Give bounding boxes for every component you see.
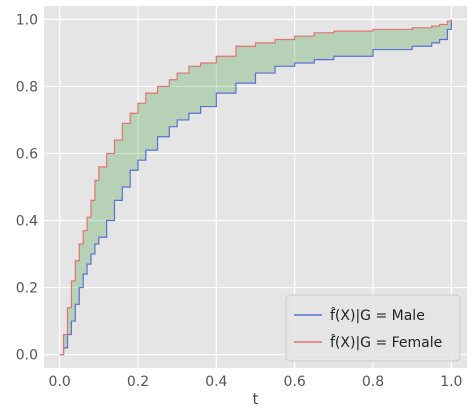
x-tick-label: 1.0 xyxy=(440,374,462,390)
x-tick-label: 0.6 xyxy=(284,374,306,390)
y-tick-label: 0.8 xyxy=(16,79,38,95)
x-tick-label: 0.0 xyxy=(49,374,71,390)
x-axis-label: t xyxy=(253,390,259,408)
series-line-male xyxy=(59,19,452,356)
legend: f̂(X)|G = Male f̂(X)|G = Female xyxy=(285,294,461,362)
y-tick-label: 0.4 xyxy=(16,214,38,230)
y-tick-label: 0.0 xyxy=(16,348,38,364)
series-line-female xyxy=(59,19,452,356)
y-tick-labels: 0.0 0.2 0.4 0.6 0.8 1.0 xyxy=(16,12,38,363)
x-tick-label: 0.4 xyxy=(205,374,227,390)
y-tick-label: 0.2 xyxy=(16,281,38,297)
series-lines xyxy=(59,19,452,356)
legend-label-male: f̂(X)|G = Male xyxy=(330,307,425,324)
x-tick-labels: 0.0 0.2 0.4 0.6 0.8 1.0 xyxy=(49,374,463,390)
y-tick-label: 0.6 xyxy=(16,146,38,162)
legend-box xyxy=(285,294,461,362)
y-tick-label: 1.0 xyxy=(16,12,38,28)
x-tick-label: 0.8 xyxy=(362,374,384,390)
fill-between-polygon xyxy=(59,19,452,355)
fill-between-area xyxy=(59,19,452,355)
x-tick-label: 0.2 xyxy=(127,374,149,390)
legend-label-female: f̂(X)|G = Female xyxy=(330,334,442,351)
